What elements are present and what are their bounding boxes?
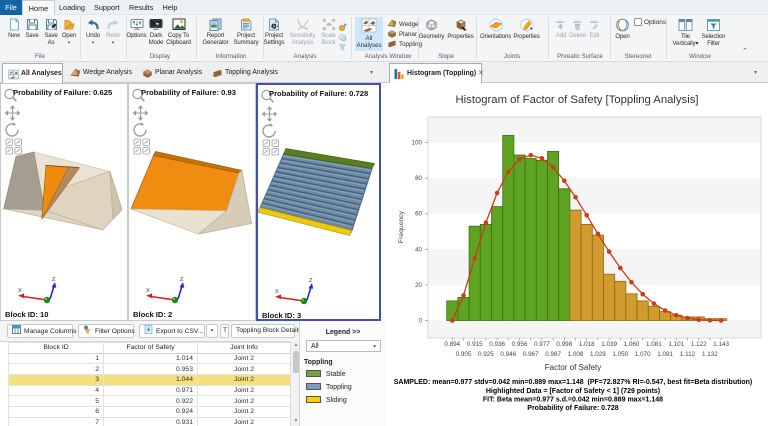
svg-text:0.998: 0.998 xyxy=(556,341,572,348)
svg-text:1.039: 1.039 xyxy=(601,341,617,348)
svg-text:0.894: 0.894 xyxy=(444,341,460,348)
svg-text:100: 100 xyxy=(412,140,423,147)
svg-text:0.987: 0.987 xyxy=(545,351,561,358)
svg-text:80: 80 xyxy=(415,175,422,182)
svg-text:1.018: 1.018 xyxy=(579,341,595,348)
svg-text:SAMPLED: mean=0.977 stdv=0.042: SAMPLED: mean=0.977 stdv=0.042 min=0.889… xyxy=(394,379,753,386)
svg-text:0.977: 0.977 xyxy=(534,341,550,348)
svg-text:1.122: 1.122 xyxy=(691,341,707,348)
svg-text:Z: Z xyxy=(309,278,313,284)
svg-text:1.008: 1.008 xyxy=(568,351,584,358)
svg-text:Z: Z xyxy=(52,277,56,283)
svg-text:Highlighted Data = [Factor of: Highlighted Data = [Factor of Safety < 1… xyxy=(486,388,660,395)
svg-text:1.060: 1.060 xyxy=(624,341,640,348)
svg-text:Factor of Safety: Factor of Safety xyxy=(545,363,601,372)
svg-text:1.143: 1.143 xyxy=(713,341,729,348)
svg-text:1.029: 1.029 xyxy=(590,351,606,358)
svg-text:Frequency: Frequency xyxy=(398,210,405,243)
svg-text:X: X xyxy=(275,289,279,295)
svg-text:Z: Z xyxy=(180,277,184,283)
svg-text:0.905: 0.905 xyxy=(456,351,472,358)
svg-text:1.101: 1.101 xyxy=(668,341,684,348)
svg-text:60: 60 xyxy=(415,211,422,218)
svg-text:Probability of Failure: 0.728: Probability of Failure: 0.728 xyxy=(527,405,619,412)
svg-text:0: 0 xyxy=(419,318,423,325)
svg-text:1.081: 1.081 xyxy=(646,341,662,348)
svg-text:1.050: 1.050 xyxy=(612,351,628,358)
svg-text:40: 40 xyxy=(415,246,422,253)
svg-text:1.112: 1.112 xyxy=(680,351,696,358)
svg-text:0.956: 0.956 xyxy=(512,341,528,348)
svg-text:0.925: 0.925 xyxy=(478,351,494,358)
svg-text:Histogram of Factor of Safety: Histogram of Factor of Safety [Toppling … xyxy=(456,94,699,106)
svg-text:20: 20 xyxy=(415,282,422,289)
svg-text:X: X xyxy=(146,288,150,294)
svg-text:0.967: 0.967 xyxy=(523,351,539,358)
svg-text:1.132: 1.132 xyxy=(702,351,718,358)
svg-text:FIT: Beta mean=0.977 s.d.=0.04: FIT: Beta mean=0.977 s.d.=0.042 min=0.88… xyxy=(483,397,663,404)
svg-text:0.936: 0.936 xyxy=(489,341,505,348)
svg-text:X: X xyxy=(18,288,22,294)
svg-text:0.915: 0.915 xyxy=(467,341,483,348)
svg-text:1.070: 1.070 xyxy=(635,351,651,358)
svg-text:1.091: 1.091 xyxy=(657,351,673,358)
svg-text:0.946: 0.946 xyxy=(500,351,516,358)
